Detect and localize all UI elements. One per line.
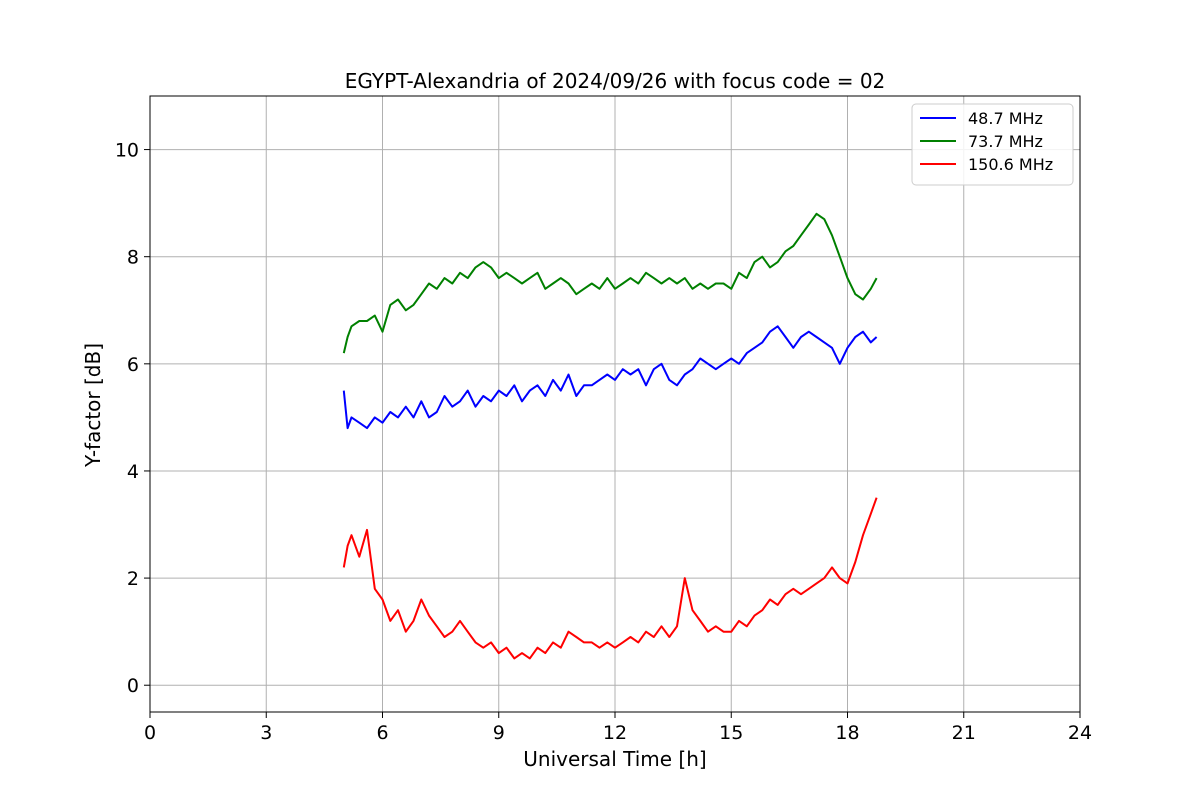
x-tick-label: 6: [376, 722, 388, 744]
x-tick-label: 0: [144, 722, 156, 744]
y-tick-label: 10: [115, 140, 139, 162]
chart-title: EGYPT-Alexandria of 2024/09/26 with focu…: [345, 69, 886, 93]
x-tick-label: 18: [835, 722, 859, 744]
legend-label: 73.7 MHz: [968, 132, 1043, 151]
x-tick-label: 9: [493, 722, 505, 744]
y-axis-label: Y-factor [dB]: [81, 343, 105, 468]
x-tick-label: 3: [260, 722, 272, 744]
legend-label: 48.7 MHz: [968, 109, 1043, 128]
x-tick-label: 24: [1068, 722, 1092, 744]
x-tick-label: 21: [952, 722, 976, 744]
x-axis-label: Universal Time [h]: [523, 747, 706, 771]
y-tick-label: 2: [127, 568, 139, 590]
series-line-0: [342, 325, 878, 430]
series-layer: [342, 212, 878, 660]
series-line-1: [342, 212, 878, 354]
legend-label: 150.6 MHz: [968, 155, 1053, 174]
y-axis: 0 2 4 6 8 10: [115, 140, 150, 697]
series-line-2: [342, 497, 878, 660]
x-tick-label: 15: [719, 722, 743, 744]
y-tick-label: 0: [127, 675, 139, 697]
legend: 48.7 MHz 73.7 MHz 150.6 MHz: [911, 103, 1074, 186]
y-tick-label: 8: [127, 247, 139, 269]
x-axis: 0 3 6 9 12 15 18 21 24: [144, 712, 1092, 744]
y-tick-label: 4: [127, 461, 139, 483]
y-tick-label: 6: [127, 354, 139, 376]
x-tick-label: 12: [603, 722, 627, 744]
